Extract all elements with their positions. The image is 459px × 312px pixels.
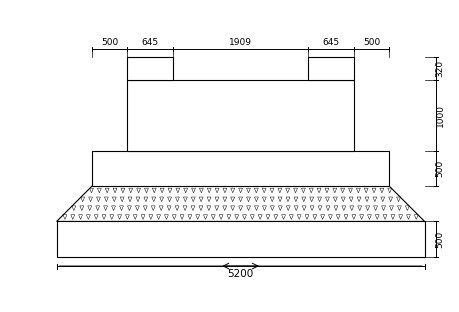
Text: 500: 500 xyxy=(435,160,444,177)
Polygon shape xyxy=(127,80,353,151)
Text: 500: 500 xyxy=(435,231,444,248)
Polygon shape xyxy=(308,57,353,80)
Text: 1000: 1000 xyxy=(435,104,444,127)
Polygon shape xyxy=(56,222,424,257)
Polygon shape xyxy=(56,186,424,222)
Polygon shape xyxy=(92,151,388,186)
Text: 645: 645 xyxy=(322,38,339,47)
Text: 320: 320 xyxy=(435,60,444,77)
Text: 5200: 5200 xyxy=(227,269,253,279)
Polygon shape xyxy=(127,57,173,80)
Text: 645: 645 xyxy=(141,38,158,47)
Text: 500: 500 xyxy=(362,38,379,47)
Text: 1909: 1909 xyxy=(229,38,252,47)
Text: 500: 500 xyxy=(101,38,118,47)
